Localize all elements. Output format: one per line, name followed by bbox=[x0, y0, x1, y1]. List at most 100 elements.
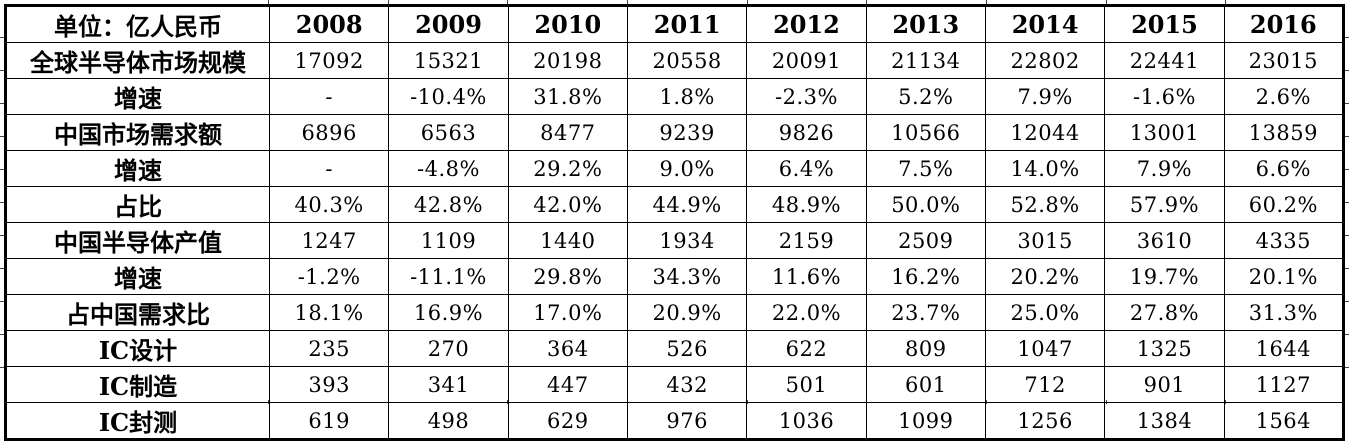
table-cell: - bbox=[268, 78, 390, 115]
year-header-cell: 2011 bbox=[626, 5, 748, 43]
table-cell: 1.8% bbox=[626, 78, 748, 115]
table-cell: 6896 bbox=[268, 114, 390, 151]
year-header-cell: 2010 bbox=[507, 5, 628, 43]
table-cell: 976 bbox=[626, 402, 748, 440]
table-cell: 48.9% bbox=[746, 186, 867, 223]
table-cell: 5.2% bbox=[865, 78, 986, 115]
gridline-stub bbox=[1345, 301, 1349, 302]
gridline-stub bbox=[1345, 103, 1349, 104]
year-header-cell: 2014 bbox=[984, 5, 1106, 43]
gridline-stub bbox=[1345, 268, 1349, 269]
gridline-stub bbox=[1345, 169, 1349, 170]
table-cell: 25.0% bbox=[984, 294, 1106, 331]
table-cell: 2159 bbox=[746, 222, 867, 259]
row-label-cell: IC制造 bbox=[5, 366, 270, 403]
table-cell: 20.9% bbox=[626, 294, 748, 331]
table-cell: 1564 bbox=[1223, 402, 1345, 440]
table-cell: 235 bbox=[268, 330, 390, 367]
table-cell: 3015 bbox=[984, 222, 1106, 259]
table-cell: 4335 bbox=[1223, 222, 1345, 259]
table-cell: 31.3% bbox=[1223, 294, 1345, 331]
table-cell: 9826 bbox=[746, 114, 867, 151]
semiconductor-data-table: 单位：亿人民币 2008 2009 2010 2011 2012 2013 2014 2015… bbox=[4, 4, 1345, 441]
table-cell: 364 bbox=[507, 330, 628, 367]
table-cell: 2509 bbox=[865, 222, 986, 259]
row-label-cell: 增速 bbox=[5, 150, 270, 187]
year-header-cell: 2013 bbox=[865, 5, 986, 43]
year-header-cell: 2012 bbox=[746, 5, 867, 43]
table-row: 增速 -1.2% -11.1% 29.8% 34.3% 11.6% 16.2% 20.2% 19… bbox=[5, 258, 1345, 295]
table-cell: -2.3% bbox=[746, 78, 867, 115]
table-cell: 6.6% bbox=[1223, 150, 1345, 187]
table-cell: 20.2% bbox=[984, 258, 1106, 295]
table-cell: 20091 bbox=[746, 42, 867, 79]
row-label-cell: IC设计 bbox=[5, 330, 270, 367]
table-cell: -1.2% bbox=[268, 258, 390, 295]
table-cell: 52.8% bbox=[984, 186, 1106, 223]
table-cell: -11.1% bbox=[388, 258, 509, 295]
table-row: 占中国需求比 18.1% 16.9% 17.0% 20.9% 22.0% 23.7% 25.0… bbox=[5, 294, 1345, 331]
table-cell: 44.9% bbox=[626, 186, 748, 223]
table-cell: 270 bbox=[388, 330, 509, 367]
table-cell: 17.0% bbox=[507, 294, 628, 331]
table-row: IC封测 619 498 629 976 1036 1099 1256 1384 1564 bbox=[5, 402, 1345, 440]
table-cell: 1256 bbox=[984, 402, 1106, 440]
table-row: IC制造 393 341 447 432 501 601 712 901 1127 bbox=[5, 366, 1345, 403]
table-cell: 34.3% bbox=[626, 258, 748, 295]
year-header-cell: 2016 bbox=[1223, 5, 1345, 43]
gridline-stub bbox=[1345, 367, 1349, 368]
table-cell: 7.9% bbox=[984, 78, 1106, 115]
gridline-stub bbox=[1345, 235, 1349, 236]
table-cell: 1109 bbox=[388, 222, 509, 259]
table-cell: 1047 bbox=[984, 330, 1106, 367]
table-cell: 21134 bbox=[865, 42, 986, 79]
year-header-cell: 2008 bbox=[268, 5, 390, 43]
table-cell: 23015 bbox=[1223, 42, 1345, 79]
table-cell: 42.8% bbox=[388, 186, 509, 223]
table-row: IC设计 235 270 364 526 622 809 1047 1325 1644 bbox=[5, 330, 1345, 367]
table-cell: 629 bbox=[507, 402, 628, 440]
table-cell: 1384 bbox=[1104, 402, 1225, 440]
table-cell: 498 bbox=[388, 402, 509, 440]
table-cell: 50.0% bbox=[865, 186, 986, 223]
table-row: 中国半导体产值 1247 1109 1440 1934 2159 2509 3015 3610 4… bbox=[5, 222, 1345, 259]
table-cell: 13859 bbox=[1223, 114, 1345, 151]
table-cell: 22.0% bbox=[746, 294, 867, 331]
table-row: 增速 - -4.8% 29.2% 9.0% 6.4% 7.5% 14.0% 7.9% 6.6% bbox=[5, 150, 1345, 187]
table-cell: 16.9% bbox=[388, 294, 509, 331]
table-cell: 2.6% bbox=[1223, 78, 1345, 115]
table-cell: 57.9% bbox=[1104, 186, 1225, 223]
table-row: 增速 - -10.4% 31.8% 1.8% -2.3% 5.2% 7.9% -1.6% 2.6% bbox=[5, 78, 1345, 115]
table-cell: 42.0% bbox=[507, 186, 628, 223]
table-cell: 1325 bbox=[1104, 330, 1225, 367]
table-cell: 8477 bbox=[507, 114, 628, 151]
table-cell: 29.8% bbox=[507, 258, 628, 295]
table-cell: 6.4% bbox=[746, 150, 867, 187]
gridline-stub bbox=[1345, 70, 1349, 71]
table-cell: 20558 bbox=[626, 42, 748, 79]
table-cell: 13001 bbox=[1104, 114, 1225, 151]
table-cell: 9239 bbox=[626, 114, 748, 151]
table-cell: 12044 bbox=[984, 114, 1106, 151]
table-cell: 9.0% bbox=[626, 150, 748, 187]
table-cell: 29.2% bbox=[507, 150, 628, 187]
table-cell: 22802 bbox=[984, 42, 1106, 79]
table-cell: 1036 bbox=[746, 402, 867, 440]
table-cell: 20198 bbox=[507, 42, 628, 79]
table-cell: 901 bbox=[1104, 366, 1225, 403]
table-cell: -10.4% bbox=[388, 78, 509, 115]
table-cell: -4.8% bbox=[388, 150, 509, 187]
table-row: 全球半导体市场规模 17092 15321 20198 20558 20091 21134 2… bbox=[5, 42, 1345, 79]
gridline-stub bbox=[1345, 202, 1349, 203]
table-cell: 20.1% bbox=[1223, 258, 1345, 295]
table-cell: 18.1% bbox=[268, 294, 390, 331]
row-label-cell: 占比 bbox=[5, 186, 270, 223]
row-label-cell: 全球半导体市场规模 bbox=[5, 42, 270, 79]
table-cell: 712 bbox=[984, 366, 1106, 403]
table-cell: 23.7% bbox=[865, 294, 986, 331]
row-label-cell: 占中国需求比 bbox=[5, 294, 270, 331]
table-cell: 1440 bbox=[507, 222, 628, 259]
table-cell: 3610 bbox=[1104, 222, 1225, 259]
table-cell: 10566 bbox=[865, 114, 986, 151]
table-cell: 6563 bbox=[388, 114, 509, 151]
